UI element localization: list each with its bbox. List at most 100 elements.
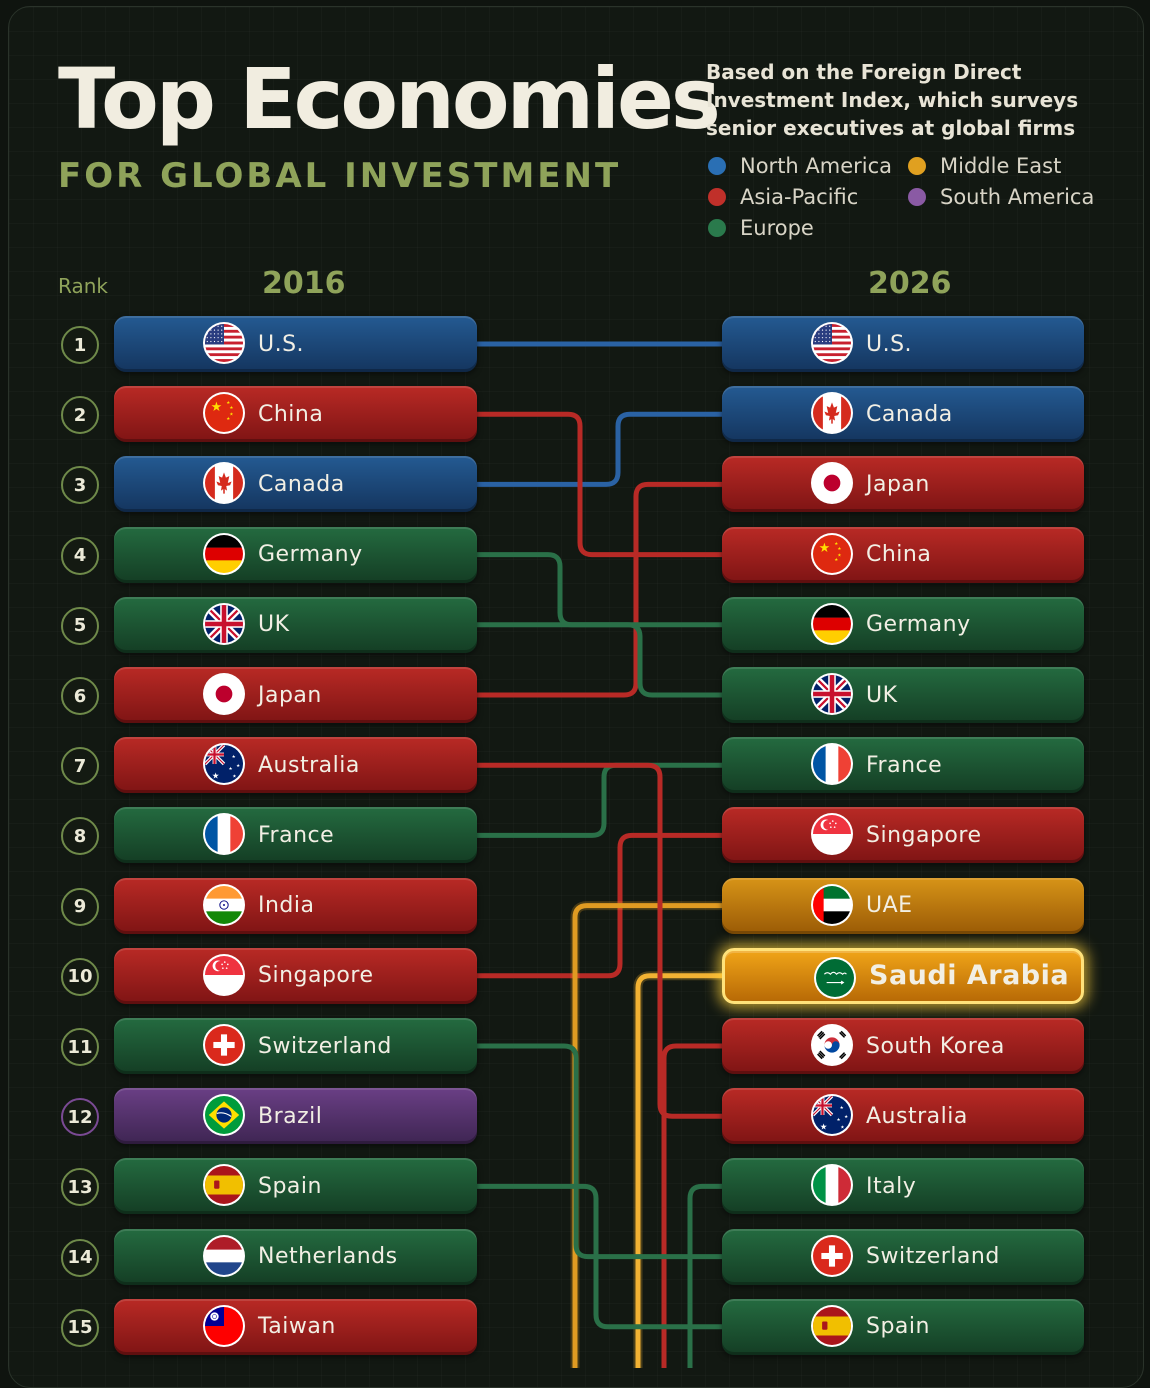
svg-text:★: ★: [837, 1117, 841, 1123]
connector-germany: [474, 552, 725, 628]
country-bar-right-singapore: Singapore: [722, 807, 1084, 864]
country-bar-right-saudi-arabia: Saudi Arabia: [722, 947, 1084, 1004]
flag-ch-icon: [203, 1024, 245, 1066]
year-2026-header: 2026: [868, 266, 952, 301]
year-2016-header: 2016: [262, 266, 346, 301]
country-bar-right-canada: Canada: [722, 386, 1084, 443]
country-label: Brazil: [258, 1103, 323, 1129]
country-bar-left-netherlands: Netherlands: [114, 1228, 477, 1285]
country-bar-left-china: ★ ★ ★ ★ ★ China: [114, 386, 477, 443]
flag-gb-icon: [811, 673, 853, 715]
rank-badge: 13: [61, 1168, 99, 1207]
country-bar-left-germany: Germany: [114, 526, 477, 583]
legend-label: South America: [940, 185, 1095, 209]
connector-japan: [474, 481, 725, 698]
legend-dot: [708, 219, 726, 237]
svg-text:★: ★: [226, 416, 230, 422]
flag-es-icon: [811, 1304, 853, 1347]
svg-text:★: ★: [232, 774, 236, 780]
rank-badge: 6: [61, 677, 99, 715]
legend-item: Asia-Pacific: [708, 185, 858, 209]
svg-text:★: ★: [232, 754, 236, 760]
connector-south-korea: [661, 1043, 725, 1368]
flag-fr-icon: [203, 813, 245, 856]
svg-text:★: ★: [820, 1122, 827, 1132]
country-bar-right-switzerland: Switzerland: [722, 1228, 1084, 1285]
country-bar-left-taiwan: Taiwan: [114, 1298, 477, 1355]
country-label: Switzerland: [866, 1244, 1000, 1270]
svg-text:★: ★: [834, 540, 838, 546]
rank-badge: 10: [61, 957, 99, 996]
flag-au-icon: ★ ★ ★ ★ ★: [811, 1094, 853, 1137]
flag-au-icon: ★ ★ ★ ★ ★: [203, 743, 245, 786]
flag-gb-icon: [203, 602, 245, 645]
connector-uae: [572, 903, 725, 1368]
connector-china: [474, 411, 725, 558]
flag-kr-icon: [811, 1024, 853, 1066]
country-label: France: [866, 752, 943, 778]
rank-badge: 9: [61, 887, 99, 926]
country-label: Japan: [866, 471, 930, 497]
country-label: UK: [258, 612, 290, 638]
rank-header: Rank: [58, 274, 108, 298]
svg-text:★: ★: [834, 556, 838, 562]
flag-sa-icon: [814, 956, 856, 999]
country-bar-right-australia: ★ ★ ★ ★ ★ Australia: [722, 1088, 1084, 1145]
legend-item: Middle East: [908, 154, 1061, 178]
legend-dot: [708, 157, 726, 175]
flag-es-icon: [203, 1164, 245, 1207]
flag-ca-icon: [203, 462, 245, 505]
svg-text:★: ★: [229, 766, 233, 772]
country-bar-right-germany: Germany: [722, 596, 1084, 653]
country-label: Spain: [866, 1314, 930, 1340]
connector-saudi-arabia-glow: [633, 971, 722, 1368]
country-bar-right-china: ★ ★ ★ ★ ★ China: [722, 526, 1084, 583]
country-label: Switzerland: [258, 1033, 392, 1059]
svg-text:★: ★: [840, 1125, 844, 1131]
svg-text:★: ★: [840, 1105, 844, 1111]
flag-ch-icon: [811, 1234, 853, 1277]
country-label: Spain: [258, 1173, 322, 1199]
country-label: UAE: [866, 893, 913, 919]
flag-it-icon: [811, 1164, 853, 1207]
country-bar-right-france: France: [722, 737, 1084, 794]
flag-jp-icon: [203, 673, 245, 715]
country-label: UK: [866, 682, 898, 708]
rank-badge: 7: [61, 747, 99, 786]
flag-de-icon: [811, 602, 853, 645]
legend-dot: [708, 188, 726, 206]
svg-text:★: ★: [211, 400, 223, 415]
country-label: Canada: [866, 401, 953, 427]
flag-br-icon: [203, 1094, 245, 1137]
country-bar-right-italy: Italy: [722, 1158, 1084, 1215]
svg-text:★: ★: [236, 763, 240, 769]
rank-badge: 15: [61, 1308, 99, 1347]
country-bar-right-uae: UAE: [722, 877, 1084, 934]
chart-subtitle: FOR GLOBAL INVESTMENT: [58, 156, 622, 196]
connector-canada: [474, 411, 725, 487]
svg-text:★: ★: [212, 771, 219, 781]
country-bar-left-australia: ★ ★ ★ ★ ★ Australia: [114, 737, 477, 794]
svg-text:★: ★: [226, 400, 230, 406]
connector-france: [474, 762, 725, 838]
flag-in-icon: [203, 883, 245, 926]
country-bar-right-u-s-: U.S.: [722, 316, 1084, 372]
flag-ae-icon: [811, 883, 853, 926]
country-label: India: [258, 893, 315, 919]
country-bar-left-brazil: Brazil: [114, 1088, 477, 1145]
rank-badge: 14: [61, 1238, 99, 1277]
flag-us-icon: [811, 322, 853, 364]
legend-label: Europe: [740, 216, 814, 240]
country-bar-left-france: France: [114, 807, 477, 864]
country-label: Singapore: [258, 963, 374, 989]
flag-us-icon: [203, 322, 245, 364]
country-bar-right-spain: Spain: [722, 1298, 1084, 1355]
rank-badge: 11: [61, 1028, 99, 1066]
country-bar-left-canada: Canada: [114, 456, 477, 513]
country-label: China: [866, 542, 932, 568]
country-label: Taiwan: [258, 1314, 336, 1340]
legend-dot: [908, 188, 926, 206]
country-label: Australia: [866, 1103, 968, 1129]
country-label: Singapore: [866, 822, 982, 848]
